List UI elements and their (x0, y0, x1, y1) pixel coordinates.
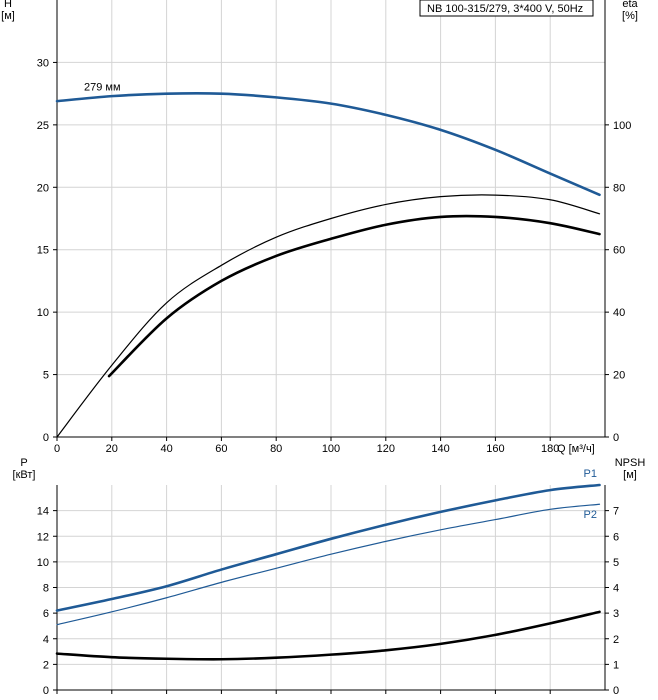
left-tick-label: 30 (37, 57, 49, 69)
x-tick-label: 20 (106, 443, 118, 455)
x-tick-label: 180 (541, 443, 559, 455)
x-tick-label: 0 (54, 443, 60, 455)
left-tick-label: 14 (37, 506, 49, 518)
left-tick-label: 12 (37, 531, 49, 543)
title-box (419, 0, 594, 17)
left-tick-label: 5 (43, 370, 49, 382)
series (55, 91, 601, 661)
right-axis-unit: [м] (623, 469, 637, 481)
left-tick-label: 20 (37, 182, 49, 194)
right-tick-label: 3 (613, 608, 619, 620)
series-h-279-line (55, 91, 601, 197)
x-tick-label: 120 (377, 443, 395, 455)
right-tick-label: 40 (613, 307, 625, 319)
x-tick-label: 100 (322, 443, 340, 455)
left-tick-label: 8 (43, 583, 49, 595)
left-axis-name: H (4, 0, 12, 10)
right-tick-label: 7 (613, 506, 619, 518)
series-npsh-line (55, 610, 601, 661)
right-tick-label: 100 (613, 120, 631, 132)
axes (53, 0, 609, 694)
series-label-p2: P2 (584, 509, 597, 521)
series-label-p1: P1 (584, 468, 597, 480)
x-tick-label: 140 (431, 443, 449, 455)
x-tick-label: 160 (486, 443, 504, 455)
right-tick-label: 5 (613, 557, 619, 569)
x-axis-title: Q [м³/ч] (557, 443, 595, 455)
left-tick-label: 0 (43, 432, 49, 444)
right-axis-name: eta (622, 0, 638, 10)
right-tick-label: 1 (613, 659, 619, 671)
right-tick-label: 80 (613, 182, 625, 194)
series-p2-line (56, 503, 601, 626)
curve-annotation: 279 мм (84, 81, 121, 93)
right-tick-label: 60 (613, 245, 625, 257)
x-tick-label: 40 (160, 443, 172, 455)
right-tick-label: 6 (613, 531, 619, 543)
x-tick-label: 80 (270, 443, 282, 455)
series-p1-line (55, 483, 601, 612)
left-tick-label: 2 (43, 659, 49, 671)
left-tick-label: 25 (37, 120, 49, 132)
chart-title: NB 100-315/279, 3*400 V, 50Hz (427, 3, 583, 15)
left-tick-label: 0 (43, 685, 49, 697)
left-axis-unit: [кВт] (13, 469, 36, 481)
left-tick-label: 6 (43, 608, 49, 620)
right-axis-unit: [%] (622, 10, 638, 22)
right-axis-name: NPSH (615, 457, 646, 469)
left-tick-label: 10 (37, 307, 49, 319)
right-tick-label: 2 (613, 634, 619, 646)
x-tick-label: 60 (215, 443, 227, 455)
left-axis-name: P (20, 457, 27, 469)
series-eta-line (56, 194, 601, 438)
series-eta-tolerance-line (107, 214, 601, 378)
right-tick-label: 0 (613, 432, 619, 444)
left-tick-label: 15 (37, 245, 49, 257)
grid (57, 0, 605, 690)
right-tick-label: 20 (613, 370, 625, 382)
left-tick-label: 10 (37, 557, 49, 569)
right-tick-label: 4 (613, 583, 619, 595)
left-axis-unit: [м] (1, 10, 15, 22)
left-tick-label: 4 (43, 634, 49, 646)
right-tick-label: 0 (613, 685, 619, 697)
